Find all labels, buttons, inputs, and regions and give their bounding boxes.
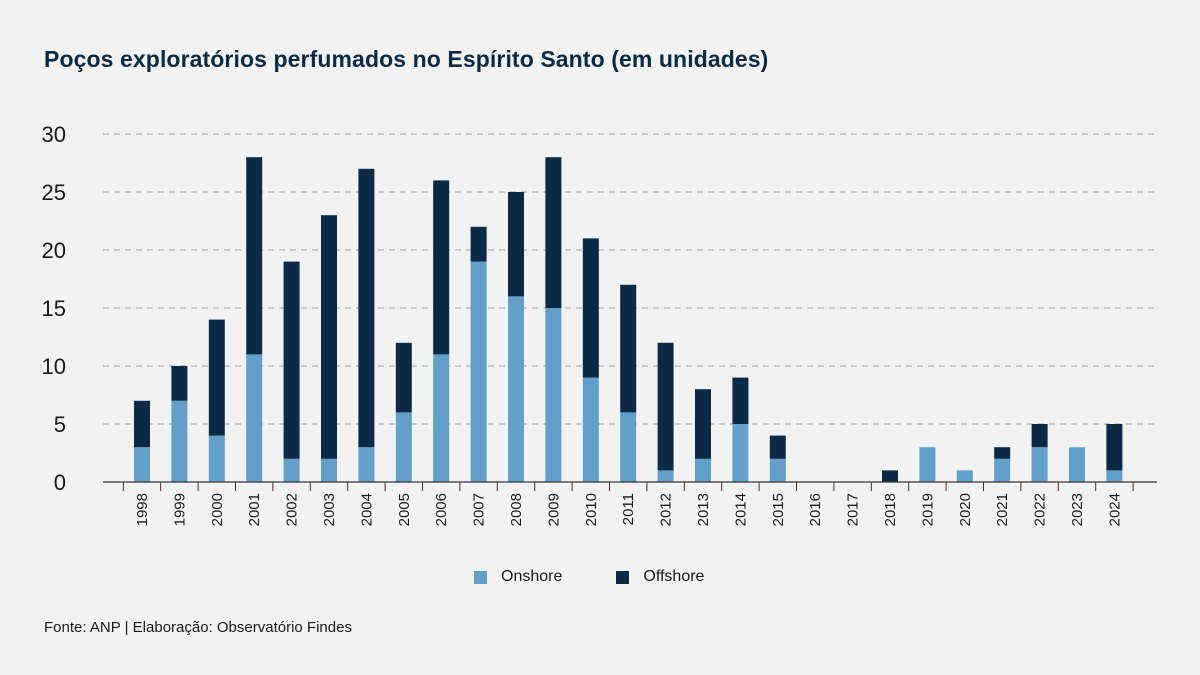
x-tick-label-2001: 2001 [246,493,263,526]
bar-offshore-2021 [994,447,1011,459]
bar-onshore-2022 [1031,447,1048,482]
x-tick-label-2021: 2021 [994,493,1011,526]
bar-offshore-2022 [1031,424,1048,448]
bar-offshore-2015 [769,435,786,459]
bar-offshore-2018 [882,470,898,482]
x-tick-label-1999: 1999 [171,493,188,526]
bar-offshore-2000 [208,319,225,436]
bar-onshore-2002 [283,458,300,482]
bar-offshore-2001 [246,157,263,355]
x-tick-label-1998: 1998 [134,493,151,526]
y-tick-label: 25 [42,180,66,205]
y-tick-label: 15 [42,296,66,321]
x-tick-label-2023: 2023 [1069,493,1086,526]
x-tick-label-2024: 2024 [1106,493,1123,526]
bar-onshore-2001 [246,354,263,482]
x-tick-label-2011: 2011 [620,493,637,525]
x-tick-label-2010: 2010 [583,493,600,526]
x-tick-label-2012: 2012 [658,493,675,526]
bar-offshore-2007 [470,226,487,262]
bar-offshore-2005 [395,342,412,413]
x-tick-label-2018: 2018 [882,493,899,526]
x-tick-label-2022: 2022 [1032,493,1049,526]
bar-onshore-2020 [956,470,973,482]
bar-offshore-2013 [695,389,711,459]
bar-offshore-2011 [620,284,637,413]
bar-onshore-2023 [1069,447,1085,482]
legend: Onshore Offshore [474,568,758,586]
bar-offshore-1999 [171,366,188,401]
bar-onshore-2011 [620,412,637,482]
bar-offshore-2009 [545,157,562,308]
x-tick-label-2019: 2019 [919,493,936,526]
x-tick-label-2009: 2009 [545,493,562,526]
bar-offshore-2008 [508,192,524,297]
x-tick-label-2000: 2000 [209,493,226,526]
x-tick-label-2006: 2006 [433,493,450,526]
bar-onshore-2009 [545,308,562,482]
legend-item-offshore: Offshore [616,568,704,586]
legend-swatch-onshore [474,570,487,584]
y-tick-label: 5 [54,412,66,437]
bar-onshore-2013 [695,458,711,482]
x-tick-label-2005: 2005 [396,493,413,526]
y-tick-label: 30 [42,122,66,147]
legend-label-onshore: Onshore [501,568,563,585]
bar-chart: 0 5 10 15 20 25 30 1998 1999 2000 2001 2002 2003 2004… [42,122,1157,526]
x-tick-label-2004: 2004 [358,493,375,526]
bar-onshore-2008 [508,296,524,482]
bar-onshore-2000 [208,435,225,482]
bar-onshore-2007 [470,261,487,482]
y-tick-label: 20 [42,238,66,263]
chart-title: Poços exploratórios perfumados no Espíri… [44,46,769,72]
bar-onshore-2014 [732,424,749,482]
legend-item-onshore: Onshore [474,568,562,586]
bar-offshore-2012 [657,342,674,471]
x-tick-label-2002: 2002 [284,493,301,526]
bar-offshore-2010 [582,238,599,378]
bar-onshore-2019 [919,447,936,482]
bar-onshore-2006 [433,354,450,482]
legend-label-offshore: Offshore [643,568,705,585]
bar-offshore-2003 [321,215,337,459]
x-tick-label-2016: 2016 [807,493,824,526]
x-tick-label-2008: 2008 [508,493,525,526]
x-tick-label-2013: 2013 [695,493,712,526]
bar-onshore-1998 [134,447,150,482]
x-tick-label-2015: 2015 [770,493,787,526]
y-tick-label: 0 [54,470,66,495]
bar-onshore-2010 [582,377,599,482]
bar-onshore-1999 [171,400,188,482]
x-tick-label-2020: 2020 [957,493,974,526]
bar-offshore-2014 [732,377,749,424]
bar-offshore-2024 [1106,424,1123,471]
bar-onshore-2012 [657,470,674,482]
bar-onshore-2003 [321,458,337,482]
x-tick-label-2014: 2014 [732,493,749,526]
bar-offshore-1998 [134,400,150,448]
bar-onshore-2024 [1106,470,1123,482]
legend-swatch-offshore [616,570,630,584]
source-note: Fonte: ANP | Elaboração: Observatório Fi… [44,619,352,636]
x-tick-label-2003: 2003 [321,493,338,526]
y-tick-label: 10 [42,354,66,379]
bar-onshore-2015 [769,458,786,482]
bar-offshore-2004 [358,168,375,448]
bar-offshore-2002 [283,261,300,459]
x-tick-label-2007: 2007 [471,493,488,526]
bar-onshore-2005 [395,412,412,482]
bar-offshore-2006 [433,180,450,355]
bar-onshore-2004 [358,447,375,482]
bar-onshore-2021 [994,458,1011,482]
x-tick-label-2017: 2017 [845,493,862,526]
